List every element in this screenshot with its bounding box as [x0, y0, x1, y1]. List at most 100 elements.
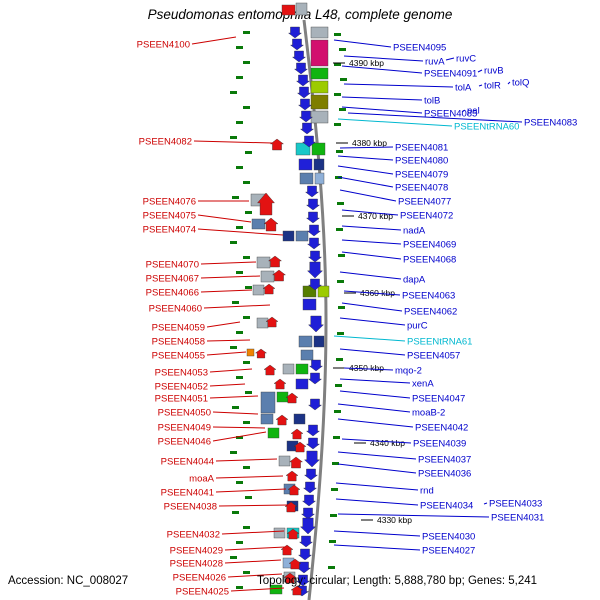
forward-gene-arrow[interactable]: [306, 224, 322, 237]
forward-gene-arrow[interactable]: [289, 38, 305, 51]
gene-label-PSEEN4033[interactable]: PSEEN4033: [489, 499, 542, 510]
gene-label-nadA[interactable]: nadA: [403, 226, 426, 237]
gene-label-PSEEN4075[interactable]: PSEEN4075: [143, 211, 196, 222]
reverse-gene-arrow[interactable]: [257, 192, 275, 216]
gene-label-PSEEN4029[interactable]: PSEEN4029: [170, 546, 223, 557]
gene-label-PSEEN4100[interactable]: PSEEN4100: [137, 40, 190, 51]
forward-gene-arrow[interactable]: [287, 26, 303, 39]
gene-box[interactable]: [311, 142, 326, 156]
reverse-gene-arrow[interactable]: [269, 138, 285, 151]
gene-label-PSEEN4072[interactable]: PSEEN4072: [400, 211, 453, 222]
gene-label-moaA[interactable]: moaA: [189, 474, 214, 485]
forward-gene-arrow[interactable]: [295, 574, 311, 587]
gene-label-PSEEN4080[interactable]: PSEEN4080: [395, 156, 448, 167]
gene-label-PSEEN4058[interactable]: PSEEN4058: [152, 337, 205, 348]
gene-box[interactable]: [295, 363, 309, 375]
forward-gene-arrow[interactable]: [307, 372, 323, 385]
gene-label-PSEEN4059[interactable]: PSEEN4059: [152, 323, 205, 334]
reverse-gene-arrow[interactable]: [273, 378, 287, 390]
gene-box[interactable]: [295, 2, 308, 16]
gene-label-PSEEN4044[interactable]: PSEEN4044: [161, 457, 214, 468]
gene-box[interactable]: [282, 363, 295, 375]
gene-label-PSEEN4042[interactable]: PSEEN4042: [415, 423, 468, 434]
gene-label-PSEEN4057[interactable]: PSEEN4057: [407, 351, 460, 362]
gene-box[interactable]: [260, 270, 275, 283]
gene-label-PSEEN4091[interactable]: PSEEN4091: [424, 69, 477, 80]
gene-box[interactable]: [300, 349, 314, 361]
gene-box[interactable]: [260, 391, 276, 414]
gene-label-PSEEN4083[interactable]: PSEEN4083: [524, 118, 577, 129]
gene-label-PSEEN4026[interactable]: PSEEN4026: [173, 573, 226, 584]
reverse-gene-arrow[interactable]: [254, 348, 268, 359]
gene-label-PSEEN4039[interactable]: PSEEN4039: [413, 439, 466, 450]
forward-gene-arrow[interactable]: [291, 50, 307, 63]
gene-label-PSEEN4027[interactable]: PSEEN4027: [422, 546, 475, 557]
gene-label-PSEEN4095[interactable]: PSEEN4095: [393, 43, 446, 54]
reverse-gene-arrow[interactable]: [263, 364, 277, 376]
gene-label-xenA[interactable]: xenA: [412, 379, 434, 390]
gene-box[interactable]: [295, 378, 309, 390]
gene-box[interactable]: [273, 527, 286, 539]
reverse-gene-arrow[interactable]: [283, 572, 297, 584]
gene-label-tolA[interactable]: tolA: [455, 83, 472, 94]
gene-label-PSEEN4074[interactable]: PSEEN4074: [143, 225, 196, 236]
forward-gene-arrow[interactable]: [303, 468, 319, 481]
gene-box[interactable]: [278, 455, 291, 467]
gene-label-PSEEN4038[interactable]: PSEEN4038: [164, 502, 217, 513]
gene-label-PSEEN4070[interactable]: PSEEN4070: [146, 260, 199, 271]
reverse-gene-arrow[interactable]: [263, 217, 279, 232]
forward-gene-arrow[interactable]: [305, 211, 321, 224]
forward-gene-arrow[interactable]: [297, 548, 313, 561]
reverse-gene-arrow[interactable]: [290, 428, 304, 440]
gene-label-PSEEN4060[interactable]: PSEEN4060: [149, 304, 202, 315]
forward-gene-arrow[interactable]: [298, 535, 314, 548]
gene-label-PSEEN4063[interactable]: PSEEN4063: [402, 291, 455, 302]
gene-label-PSEEN4047[interactable]: PSEEN4047: [412, 394, 465, 405]
forward-gene-arrow[interactable]: [297, 98, 313, 111]
gene-label-ruvB[interactable]: ruvB: [484, 66, 504, 77]
gene-label-PSEEN4068[interactable]: PSEEN4068: [403, 255, 456, 266]
gene-box[interactable]: [252, 284, 265, 296]
forward-gene-arrow[interactable]: [305, 437, 321, 450]
gene-label-PSEEN4066[interactable]: PSEEN4066: [146, 288, 199, 299]
forward-gene-arrow[interactable]: [308, 315, 324, 333]
reverse-gene-arrow[interactable]: [284, 501, 298, 513]
forward-gene-arrow[interactable]: [305, 198, 321, 211]
gene-box[interactable]: [267, 427, 280, 439]
gene-box[interactable]: [310, 94, 329, 110]
gene-box[interactable]: [246, 348, 255, 357]
gene-label-PSEEN4032[interactable]: PSEEN4032: [167, 530, 220, 541]
reverse-gene-arrow[interactable]: [293, 441, 307, 453]
gene-label-PSEEN4046[interactable]: PSEEN4046: [158, 437, 211, 448]
gene-box[interactable]: [256, 317, 269, 329]
gene-label-PSEEN4055[interactable]: PSEEN4055: [152, 351, 205, 362]
gene-box[interactable]: [298, 335, 313, 348]
gene-label-moaB-2[interactable]: moaB-2: [412, 408, 445, 419]
forward-gene-arrow[interactable]: [295, 74, 311, 87]
gene-label-PSEEN4082[interactable]: PSEEN4082: [139, 137, 192, 148]
gene-box[interactable]: [269, 584, 283, 595]
gene-box[interactable]: [251, 218, 266, 230]
reverse-gene-arrow[interactable]: [288, 456, 304, 469]
gene-label-tolB[interactable]: tolB: [424, 96, 440, 107]
gene-label-PSEEN4085[interactable]: PSEEN4085: [424, 109, 477, 120]
forward-gene-arrow[interactable]: [307, 278, 323, 291]
gene-box[interactable]: [313, 335, 325, 348]
gene-box[interactable]: [299, 172, 314, 185]
forward-gene-arrow[interactable]: [299, 122, 315, 135]
forward-gene-arrow[interactable]: [300, 517, 316, 535]
gene-label-PSEEN4028[interactable]: PSEEN4028: [170, 559, 223, 570]
gene-label-PSEEN4062[interactable]: PSEEN4062: [404, 307, 457, 318]
gene-label-mqo-2[interactable]: mqo-2: [395, 366, 422, 377]
forward-gene-arrow[interactable]: [296, 86, 312, 99]
gene-label-PSEEN4053[interactable]: PSEEN4053: [155, 368, 208, 379]
forward-gene-arrow[interactable]: [306, 237, 322, 250]
gene-box[interactable]: [302, 298, 317, 311]
forward-gene-arrow[interactable]: [304, 185, 320, 198]
gene-box[interactable]: [310, 67, 329, 80]
gene-box[interactable]: [317, 285, 330, 298]
forward-gene-arrow[interactable]: [307, 250, 323, 263]
reverse-gene-arrow[interactable]: [285, 470, 299, 482]
gene-label-PSEEN4052[interactable]: PSEEN4052: [155, 382, 208, 393]
forward-gene-arrow[interactable]: [300, 507, 316, 520]
